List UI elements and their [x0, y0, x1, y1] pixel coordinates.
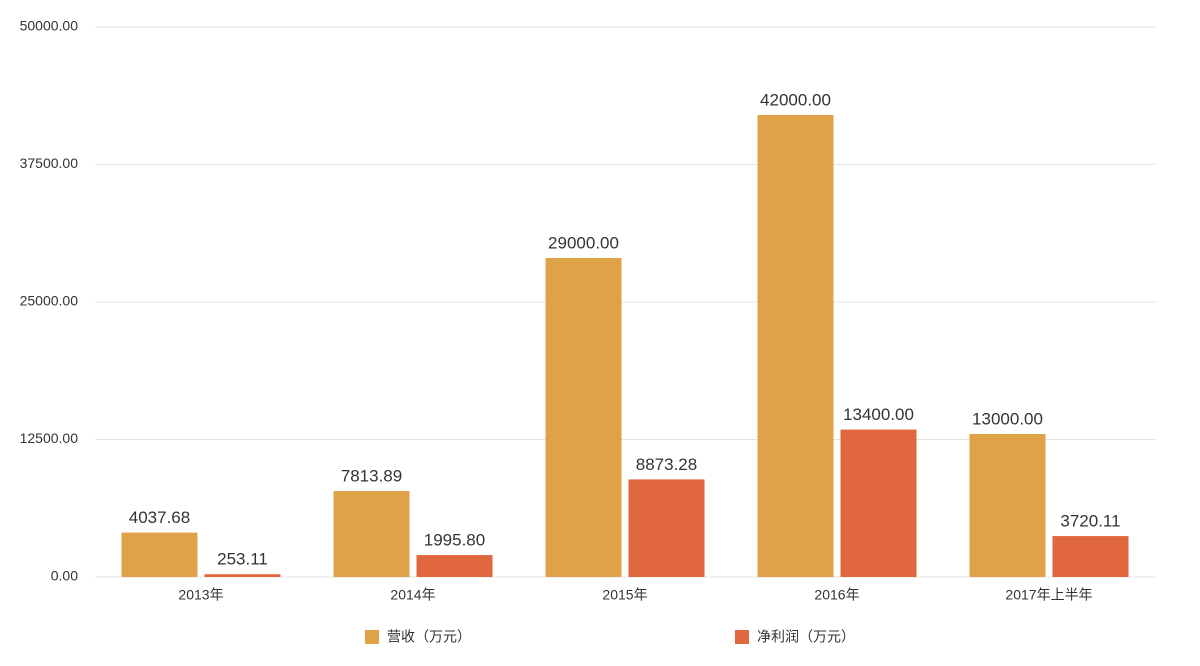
legend-swatch [735, 630, 749, 644]
legend-label: 营收（万元） [387, 629, 471, 645]
bar [840, 429, 917, 577]
bar [1052, 536, 1129, 577]
value-label: 7813.89 [341, 467, 402, 486]
y-tick-label: 37500.00 [20, 155, 79, 171]
value-label: 3720.11 [1060, 512, 1120, 531]
bar [757, 115, 834, 577]
x-tick-label: 2013年 [178, 587, 223, 603]
legend-label: 净利润（万元） [757, 629, 855, 645]
y-tick-label: 50000.00 [20, 18, 79, 34]
value-label: 4037.68 [129, 508, 190, 527]
y-tick-label: 12500.00 [20, 430, 79, 446]
y-tick-label: 25000.00 [20, 293, 79, 309]
value-label: 253.11 [217, 550, 268, 569]
x-tick-label: 2017年上半年 [1005, 587, 1092, 603]
bar [121, 532, 198, 577]
bar [333, 491, 410, 577]
legend-swatch [365, 630, 379, 644]
x-tick-label: 2016年 [814, 587, 859, 603]
y-tick-label: 0.00 [51, 568, 78, 584]
bar [969, 434, 1046, 577]
value-label: 13400.00 [843, 405, 914, 424]
bar [416, 555, 493, 577]
value-label: 29000.00 [548, 233, 619, 252]
value-label: 42000.00 [760, 90, 831, 109]
value-label: 13000.00 [972, 409, 1043, 428]
bar [204, 574, 281, 577]
bar [545, 258, 622, 577]
bar [628, 479, 705, 577]
value-label: 8873.28 [636, 455, 697, 474]
x-tick-label: 2014年 [390, 587, 435, 603]
value-label: 1995.80 [424, 531, 485, 550]
x-tick-label: 2015年 [602, 587, 647, 603]
